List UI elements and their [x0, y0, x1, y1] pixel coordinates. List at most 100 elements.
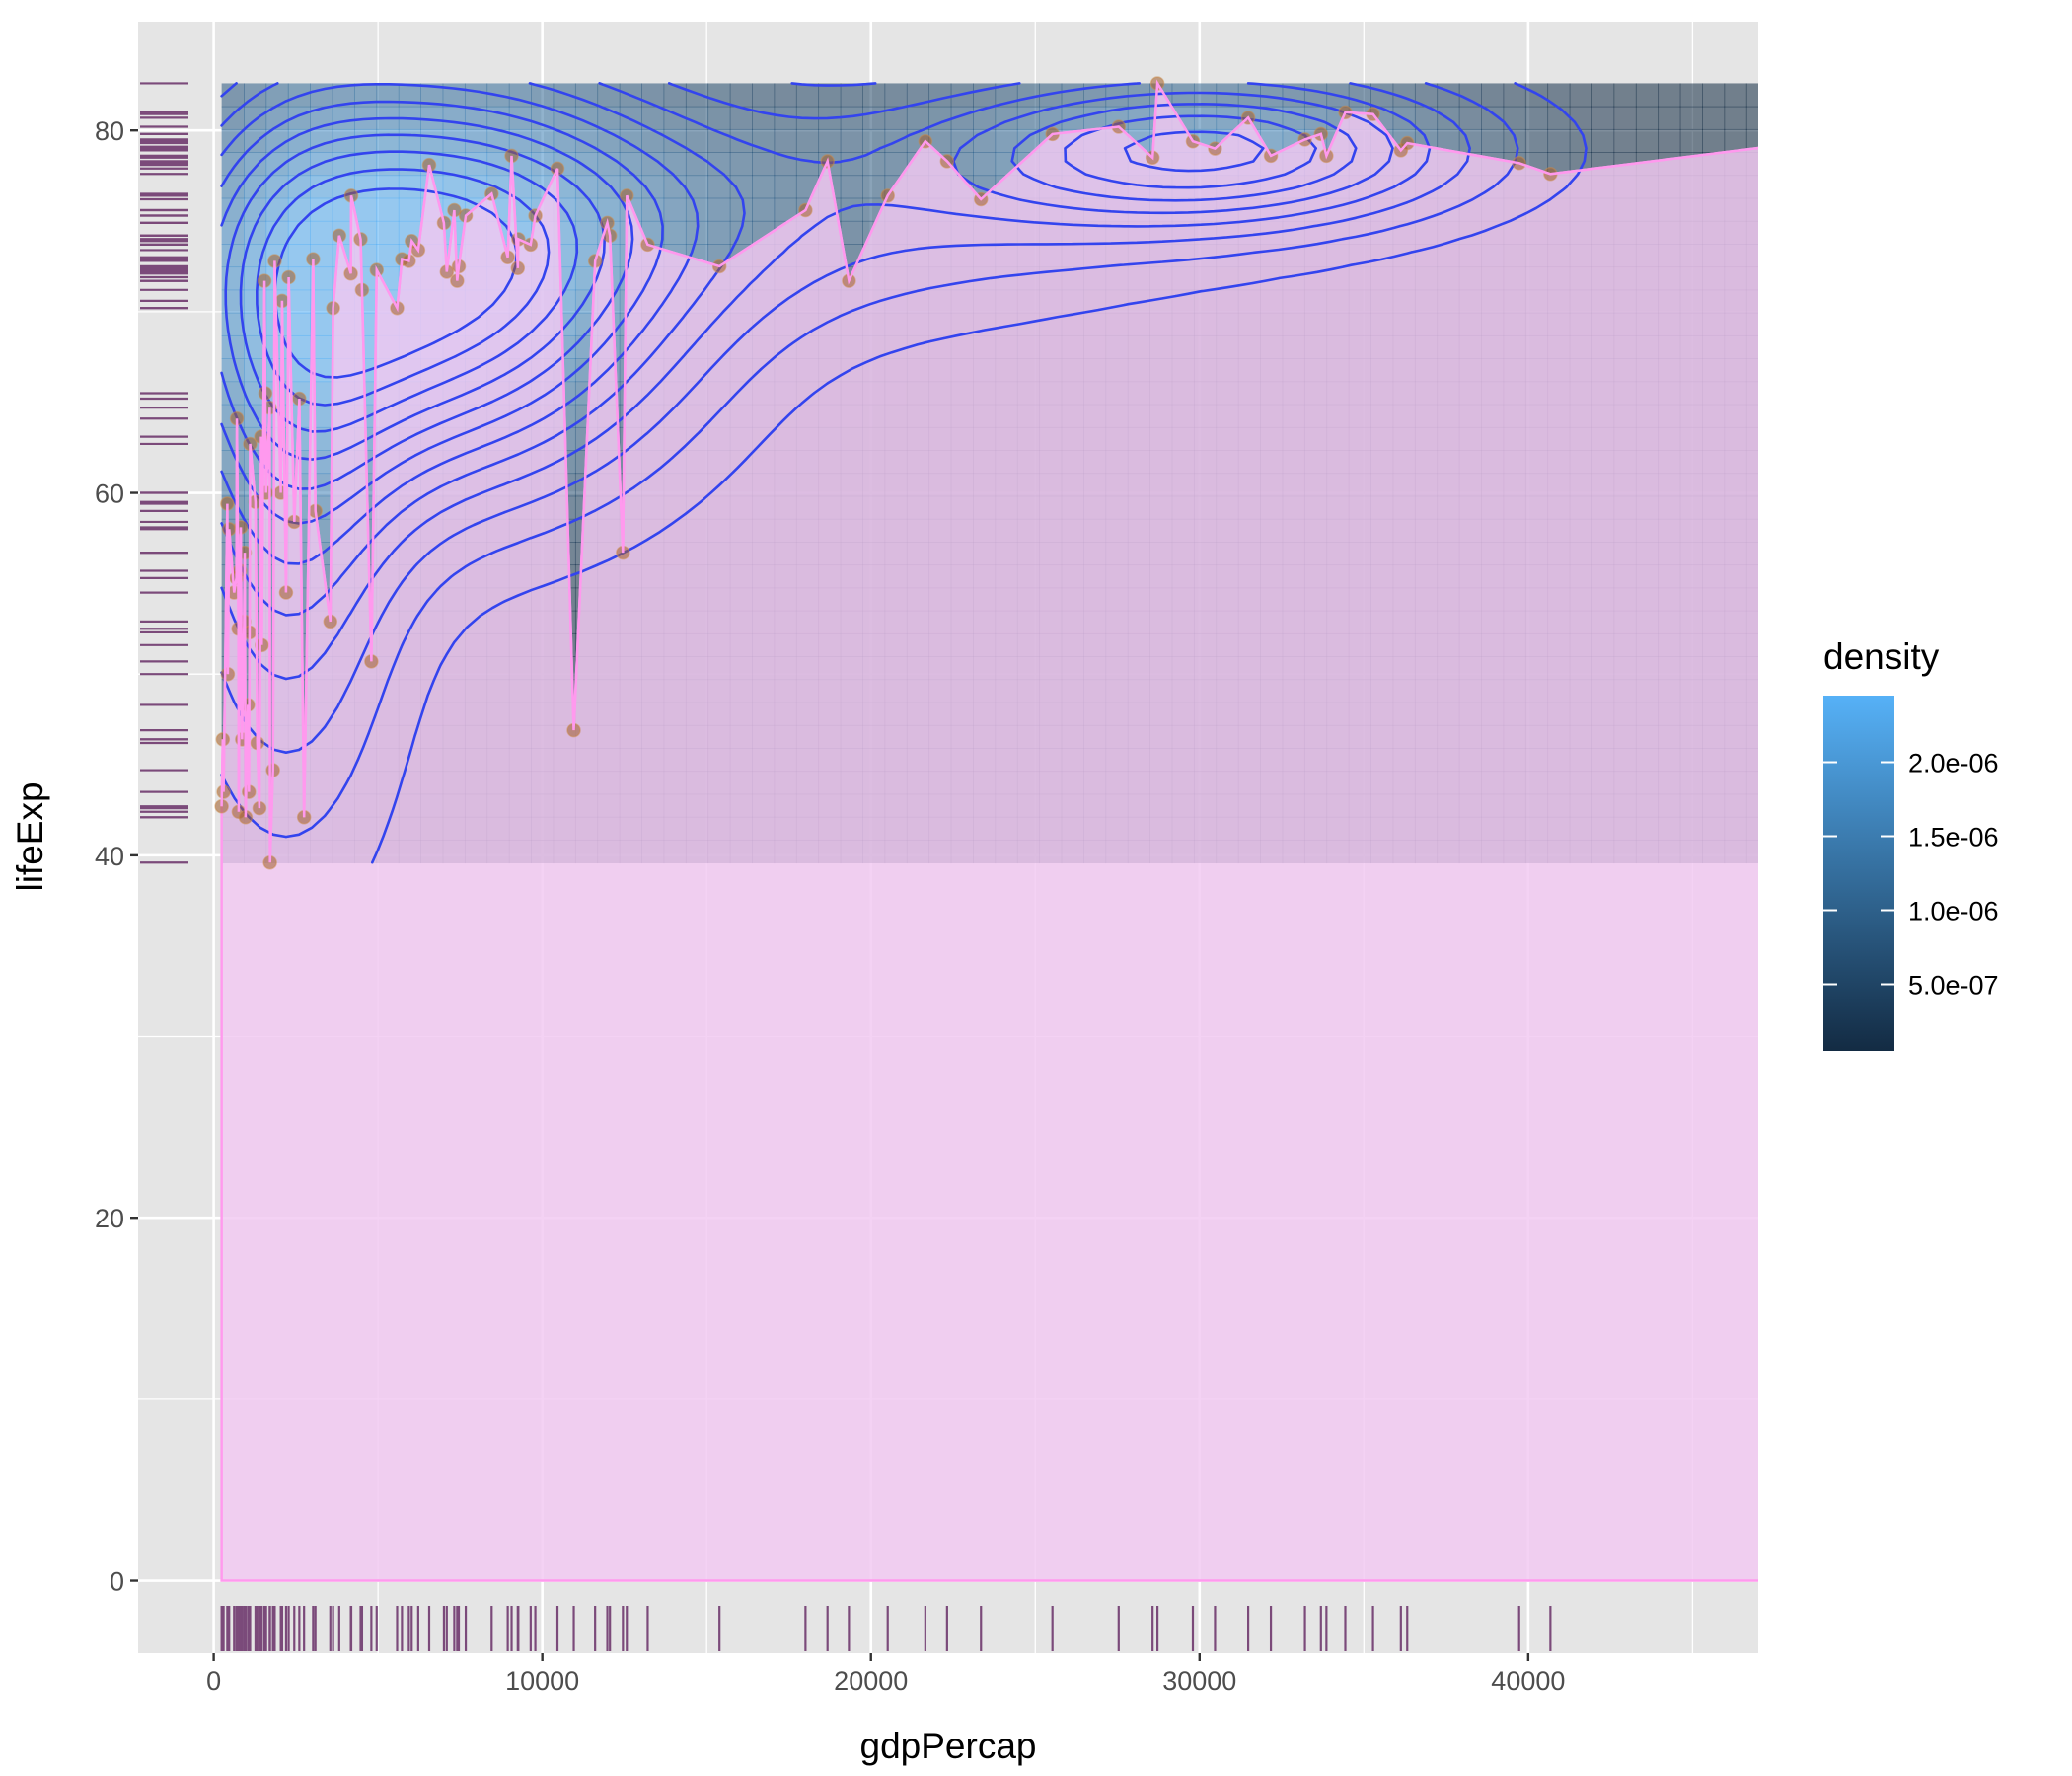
density-tile — [597, 152, 621, 177]
density-tile — [685, 83, 709, 108]
density-tile — [464, 128, 488, 153]
density-tile — [1613, 83, 1637, 108]
density-tile — [1569, 106, 1592, 130]
density-tile — [774, 128, 797, 153]
density-tile — [707, 175, 731, 199]
density-tile — [508, 83, 532, 108]
density-tile — [1216, 83, 1239, 108]
density-tile — [862, 128, 886, 153]
density-tile — [1458, 106, 1482, 130]
density-tile — [729, 175, 753, 199]
density-tile — [1524, 106, 1549, 130]
density-tile — [442, 175, 466, 199]
density-tile — [221, 334, 245, 359]
density-tile — [376, 220, 400, 245]
density-tile — [1348, 83, 1371, 108]
density-tile — [332, 106, 355, 130]
density-tile — [1745, 106, 1758, 130]
legend-label: 1.0e-06 — [1908, 897, 1999, 926]
density-tile — [1679, 128, 1703, 153]
density-tile — [398, 197, 421, 222]
density-tile — [1724, 106, 1747, 130]
density-tile — [376, 83, 400, 108]
density-tile — [795, 128, 820, 153]
density-tile — [1282, 106, 1305, 130]
data-point — [1762, 140, 1775, 153]
density-tile — [376, 197, 400, 222]
density-tile — [332, 197, 355, 222]
density-tile — [619, 106, 642, 130]
density-tile — [1547, 106, 1571, 130]
x-tick-label: 10000 — [505, 1666, 579, 1696]
density-tile — [795, 152, 820, 177]
density-tile — [774, 83, 797, 108]
density-tile — [398, 175, 421, 199]
y-tick-label: 60 — [95, 480, 124, 509]
density-tile — [332, 128, 355, 153]
density-tile — [663, 197, 687, 222]
density-tile — [685, 106, 709, 130]
density-tile — [1658, 83, 1681, 108]
density-tile — [884, 152, 908, 177]
density-tile — [221, 450, 245, 475]
density-tile — [353, 197, 378, 222]
density-tile — [840, 152, 863, 177]
density-tile — [221, 175, 245, 199]
density-tile — [707, 197, 731, 222]
density-tile — [1702, 83, 1726, 108]
density-tile — [244, 175, 267, 199]
density-tile — [265, 197, 289, 222]
density-tile — [1569, 83, 1592, 108]
y-axis-title: lifeExp — [10, 781, 50, 891]
density-tile — [928, 83, 952, 108]
density-tile — [1702, 128, 1726, 153]
density-tile — [1481, 83, 1505, 108]
density-tile — [310, 220, 333, 245]
density-tile — [464, 83, 488, 108]
legend: density 2.0e-06 1.5e-06 1.0e-06 5.0e-07 — [1823, 636, 1999, 1051]
density-tile — [641, 106, 665, 130]
density-tile — [685, 128, 709, 153]
density-tile — [287, 358, 312, 383]
density-tile — [795, 83, 820, 108]
density-tile — [1193, 83, 1218, 108]
density-tile — [310, 266, 333, 291]
density-tile — [707, 83, 731, 108]
plot-panel — [138, 22, 1775, 1653]
density-tile — [1524, 83, 1549, 108]
density-tile — [221, 244, 245, 268]
density-tile — [310, 381, 333, 406]
density-tile — [862, 83, 886, 108]
density-tile — [752, 175, 776, 199]
density-tile — [287, 312, 312, 336]
density-tile — [774, 197, 797, 222]
density-tile — [862, 106, 886, 130]
density-tile — [729, 220, 753, 245]
x-tick-label: 30000 — [1162, 1666, 1236, 1696]
density-tile — [973, 106, 997, 130]
x-tick-label: 20000 — [834, 1666, 908, 1696]
density-tile — [265, 220, 289, 245]
density-tile — [619, 152, 642, 177]
density-tile — [641, 197, 665, 222]
density-tile — [641, 175, 665, 199]
density-tile — [752, 152, 776, 177]
density-tile — [729, 83, 753, 108]
x-axis: 0 10000 20000 30000 40000 — [206, 1653, 1565, 1696]
density-tile — [376, 128, 400, 153]
density-tile — [752, 83, 776, 108]
density-tile — [729, 197, 753, 222]
density-tile — [1370, 83, 1394, 108]
density-tile — [1658, 106, 1681, 130]
density-tile — [221, 473, 245, 497]
density-tile — [553, 83, 576, 108]
density-tile — [1193, 106, 1218, 130]
density-tile — [1547, 128, 1571, 153]
density-tile — [707, 106, 731, 130]
density-tile — [663, 220, 687, 245]
density-tile — [729, 152, 753, 177]
legend-title: density — [1823, 636, 1940, 677]
density-tile — [707, 152, 731, 177]
density-tile — [1591, 128, 1615, 153]
density-tile — [1524, 128, 1549, 153]
